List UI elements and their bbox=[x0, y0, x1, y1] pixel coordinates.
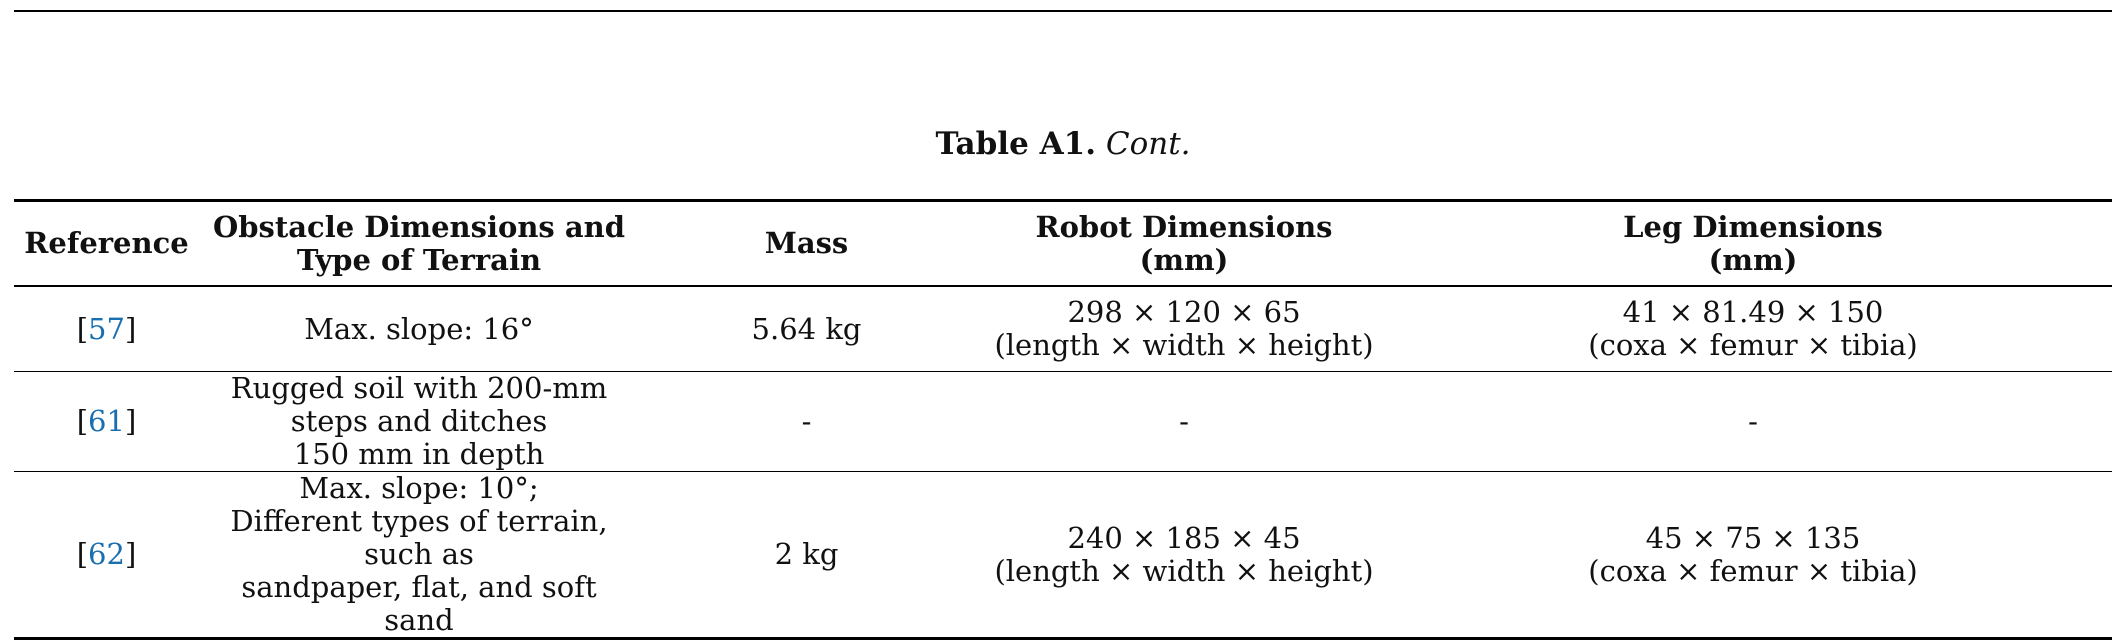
header-line: Reference bbox=[24, 226, 189, 260]
cell-line: Different types of terrain, such as bbox=[230, 504, 608, 571]
table-caption: Table A1. Cont. bbox=[0, 126, 2126, 162]
reference-cell: [62] bbox=[76, 537, 137, 571]
header-line: Robot Dimensions bbox=[1035, 209, 1333, 244]
table-caption-cont: Cont. bbox=[1105, 126, 1191, 162]
cell-line: 150 mm in depth bbox=[293, 437, 545, 471]
header-line: Obstacle Dimensions and bbox=[212, 209, 625, 244]
header-line: (mm) bbox=[1708, 242, 1798, 277]
cell-line: Max. slope: 16° bbox=[304, 311, 534, 346]
cell-line: (length × width × height) bbox=[994, 553, 1374, 588]
table-header-row: Reference Obstacle Dimensions and Type o… bbox=[14, 200, 2112, 287]
cell-line: 41 × 81.49 × 150 bbox=[1622, 295, 1884, 329]
robot-dimensions-cell: 298 × 120 × 65 (length × width × height) bbox=[974, 286, 1394, 372]
leg-dimensions-cell: - bbox=[1394, 372, 2112, 472]
header-line: (mm) bbox=[1139, 242, 1229, 277]
cell-line: sandpaper, flat, and soft sand bbox=[241, 570, 597, 637]
table-row: [57] Max. slope: 16° 5.64 kg 298 × 120 ×… bbox=[14, 286, 2112, 372]
header-line: Leg Dimensions bbox=[1623, 209, 1883, 244]
cell-line: - bbox=[1179, 404, 1189, 438]
cell-line: (coxa × femur × tibia) bbox=[1588, 328, 1918, 362]
leg-dimensions-cell: 41 × 81.49 × 150 (coxa × femur × tibia) bbox=[1394, 286, 2112, 372]
table-caption-label: Table A1. bbox=[935, 126, 1097, 162]
cell-line: Rugged soil with 200-mm steps and ditche… bbox=[230, 371, 608, 438]
header-reference: Reference bbox=[14, 201, 199, 287]
mass-cell: 2 kg bbox=[774, 537, 839, 571]
mass-cell: 5.64 kg bbox=[751, 311, 862, 346]
citation-link[interactable]: 61 bbox=[88, 404, 125, 438]
cell-line: 298 × 120 × 65 bbox=[1067, 295, 1301, 329]
table-row: [61] Rugged soil with 200-mm steps and d… bbox=[14, 372, 2112, 472]
table-row: [62] Max. slope: 10°; Different types of… bbox=[14, 472, 2112, 639]
reference-cell: [57] bbox=[76, 311, 137, 346]
header-leg-dimensions: Leg Dimensions (mm) bbox=[1394, 201, 2112, 287]
cell-line: (coxa × femur × tibia) bbox=[1588, 553, 1918, 588]
obstacle-cell: Max. slope: 10°; Different types of terr… bbox=[199, 472, 639, 639]
obstacle-cell: Rugged soil with 200-mm steps and ditche… bbox=[199, 372, 639, 472]
cell-line: 45 × 75 × 135 bbox=[1645, 520, 1861, 555]
header-obstacle: Obstacle Dimensions and Type of Terrain bbox=[199, 201, 639, 287]
header-robot-dimensions: Robot Dimensions (mm) bbox=[974, 201, 1394, 287]
cell-line: 240 × 185 × 45 bbox=[1067, 520, 1301, 555]
leg-dimensions-cell: 45 × 75 × 135 (coxa × femur × tibia) bbox=[1394, 472, 2112, 639]
page-header-rule bbox=[14, 10, 2112, 12]
header-mass: Mass bbox=[639, 201, 974, 287]
data-table: Reference Obstacle Dimensions and Type o… bbox=[14, 199, 2112, 640]
cell-line: - bbox=[1748, 404, 1758, 438]
header-line: Type of Terrain bbox=[296, 242, 542, 277]
citation-link[interactable]: 57 bbox=[88, 311, 125, 346]
cell-line: (length × width × height) bbox=[994, 328, 1374, 362]
reference-cell: [61] bbox=[76, 404, 137, 438]
header-line: Mass bbox=[764, 226, 849, 260]
robot-dimensions-cell: 240 × 185 × 45 (length × width × height) bbox=[974, 472, 1394, 639]
robot-dimensions-cell: - bbox=[974, 372, 1394, 472]
mass-cell: - bbox=[801, 404, 812, 438]
citation-link[interactable]: 62 bbox=[88, 537, 125, 571]
obstacle-cell: Max. slope: 16° bbox=[199, 286, 639, 372]
cell-line: Max. slope: 10°; bbox=[299, 471, 539, 505]
